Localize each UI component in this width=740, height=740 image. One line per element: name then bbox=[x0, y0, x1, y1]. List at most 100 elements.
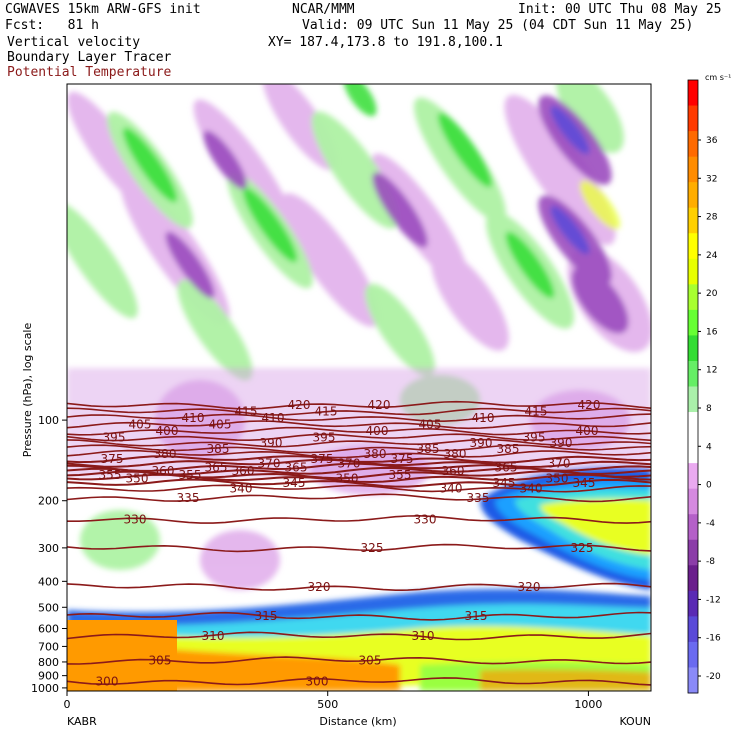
colorbar-swatch bbox=[688, 488, 698, 515]
colorbar-tick-label: 4 bbox=[706, 442, 712, 452]
colorbar-swatch bbox=[688, 207, 698, 234]
theta-contour-label: 350 bbox=[546, 471, 569, 485]
theta-contour-label: 375 bbox=[391, 452, 414, 466]
theta-contour-line bbox=[67, 484, 651, 493]
theta-contour-label: 360 bbox=[442, 464, 465, 478]
theta-contour-line bbox=[67, 611, 651, 621]
theta-contour-label: 320 bbox=[308, 580, 331, 594]
y-axis-label: Pressure (hPa), log scale bbox=[21, 323, 34, 458]
theta-contour-label: 415 bbox=[525, 405, 548, 419]
colorbar-swatch bbox=[688, 335, 698, 362]
theta-contour-label: 415 bbox=[315, 405, 338, 419]
theta-contour-label: 340 bbox=[440, 481, 463, 495]
theta-contour-line bbox=[67, 462, 651, 472]
colorbar-units: cm s⁻¹ bbox=[705, 73, 731, 82]
theta-contour-label: 395 bbox=[523, 430, 546, 444]
colorbar-swatch bbox=[688, 667, 698, 694]
theta-contour-label: 405 bbox=[209, 418, 232, 432]
theta-contour-label: 330 bbox=[414, 512, 437, 526]
theta-contour-label: 350 bbox=[126, 471, 149, 485]
theta-contour-line bbox=[67, 433, 651, 442]
colorbar-tick-label: -4 bbox=[706, 519, 715, 529]
theta-contour-label: 345 bbox=[283, 476, 306, 490]
cross-section-endpoints: XY= 187.4,173.8 to 191.8,100.1 bbox=[268, 35, 503, 50]
x-tick-label: 0 bbox=[64, 698, 71, 711]
theta-contour-line bbox=[67, 426, 651, 436]
colorbar-tick-label: 28 bbox=[706, 213, 718, 223]
theta-contour-line bbox=[67, 478, 651, 488]
colorbar-swatch bbox=[688, 539, 698, 566]
theta-contour-label: 305 bbox=[149, 653, 172, 667]
x-tick-label: 500 bbox=[317, 698, 338, 711]
theta-contour-line bbox=[67, 582, 651, 592]
colorbar-tick-label: -16 bbox=[706, 634, 721, 644]
theta-contour-line bbox=[67, 407, 651, 416]
y-tick-label: 700 bbox=[38, 640, 59, 653]
theta-contour-label: 355 bbox=[99, 468, 122, 482]
theta-contour-line bbox=[67, 449, 651, 459]
colorbar-swatch bbox=[688, 463, 698, 490]
y-tick-label: 1000 bbox=[31, 682, 59, 695]
theta-contour-label: 355 bbox=[389, 468, 412, 482]
theta-contour-line bbox=[67, 400, 651, 410]
colorbar-tick-label: -8 bbox=[706, 557, 715, 567]
theta-contour-label: 370 bbox=[258, 456, 281, 470]
theta-contours bbox=[67, 400, 651, 686]
colorbar-swatch bbox=[688, 131, 698, 158]
theta-contour-label: 420 bbox=[578, 398, 601, 412]
colorbar-tick-label: 24 bbox=[706, 251, 718, 261]
theta-contour-label: 365 bbox=[205, 460, 228, 474]
theta-contour-label: 360 bbox=[232, 464, 255, 478]
theta-contour-label: 375 bbox=[101, 452, 124, 466]
theta-contour-label: 405 bbox=[419, 418, 442, 432]
theta-contour-label: 400 bbox=[156, 424, 179, 438]
theta-contour-line bbox=[67, 543, 651, 553]
tracer-name: Boundary Layer Tracer bbox=[7, 50, 172, 65]
theta-contour-label: 300 bbox=[306, 674, 329, 688]
theta-contour-label: 340 bbox=[520, 481, 543, 495]
theta-contour-labels: 300 300 305 305 310 310 315 315 320 320 325 325 330 3… bbox=[96, 398, 601, 688]
colorbar-swatch bbox=[688, 437, 698, 464]
colorbar-tick-label: 36 bbox=[706, 136, 718, 146]
theta-contour-label: 320 bbox=[518, 580, 541, 594]
model-title: CGWAVES 15km ARW-GFS init bbox=[5, 2, 201, 17]
theta-contour-line bbox=[67, 631, 651, 641]
theta-contour-label: 340 bbox=[230, 481, 253, 495]
colorbar-swatch bbox=[688, 565, 698, 592]
colorbar-swatch bbox=[688, 156, 698, 183]
colorbar-tick-label: 8 bbox=[706, 404, 712, 414]
theta-contour-label: 385 bbox=[417, 442, 440, 456]
colorbar-swatch bbox=[688, 360, 698, 387]
theta-contour-label: 335 bbox=[177, 491, 200, 505]
theta-contour-line bbox=[67, 420, 651, 430]
theta-contour-label: 420 bbox=[368, 398, 391, 412]
theta-contour-label: 400 bbox=[366, 424, 389, 438]
theta-contour-line bbox=[67, 493, 651, 503]
colorbar-swatch bbox=[688, 233, 698, 260]
theta-contour-label: 380 bbox=[444, 447, 467, 461]
theta-contour-label: 390 bbox=[470, 436, 493, 450]
colorbar-swatch bbox=[688, 590, 698, 617]
theta-contour-label: 385 bbox=[207, 442, 230, 456]
theta-contour-label: 360 bbox=[152, 464, 175, 478]
theta-contour-label: 405 bbox=[129, 418, 152, 432]
colorbar-swatch bbox=[688, 284, 698, 311]
theta-contour-line bbox=[67, 438, 651, 448]
theta-contour-label: 310 bbox=[412, 629, 435, 643]
colorbar-swatch bbox=[688, 182, 698, 209]
theta-contour-label: 390 bbox=[550, 436, 573, 450]
theta-contour-label: 385 bbox=[497, 442, 520, 456]
theta-contour-line bbox=[67, 677, 651, 686]
field-name: Vertical velocity bbox=[7, 35, 141, 50]
colorbar-swatch bbox=[688, 258, 698, 285]
y-tick-label: 900 bbox=[38, 670, 59, 683]
colorbar-swatch bbox=[688, 641, 698, 668]
plot-frame bbox=[66, 83, 652, 692]
theta-contour-label: 345 bbox=[493, 476, 516, 490]
theta-contour-label: 395 bbox=[103, 430, 126, 444]
theta-contour-label: 410 bbox=[262, 411, 285, 425]
theta-contour-line bbox=[67, 514, 651, 524]
theta-contour-line bbox=[67, 444, 651, 454]
colorbar-swatch bbox=[688, 514, 698, 541]
